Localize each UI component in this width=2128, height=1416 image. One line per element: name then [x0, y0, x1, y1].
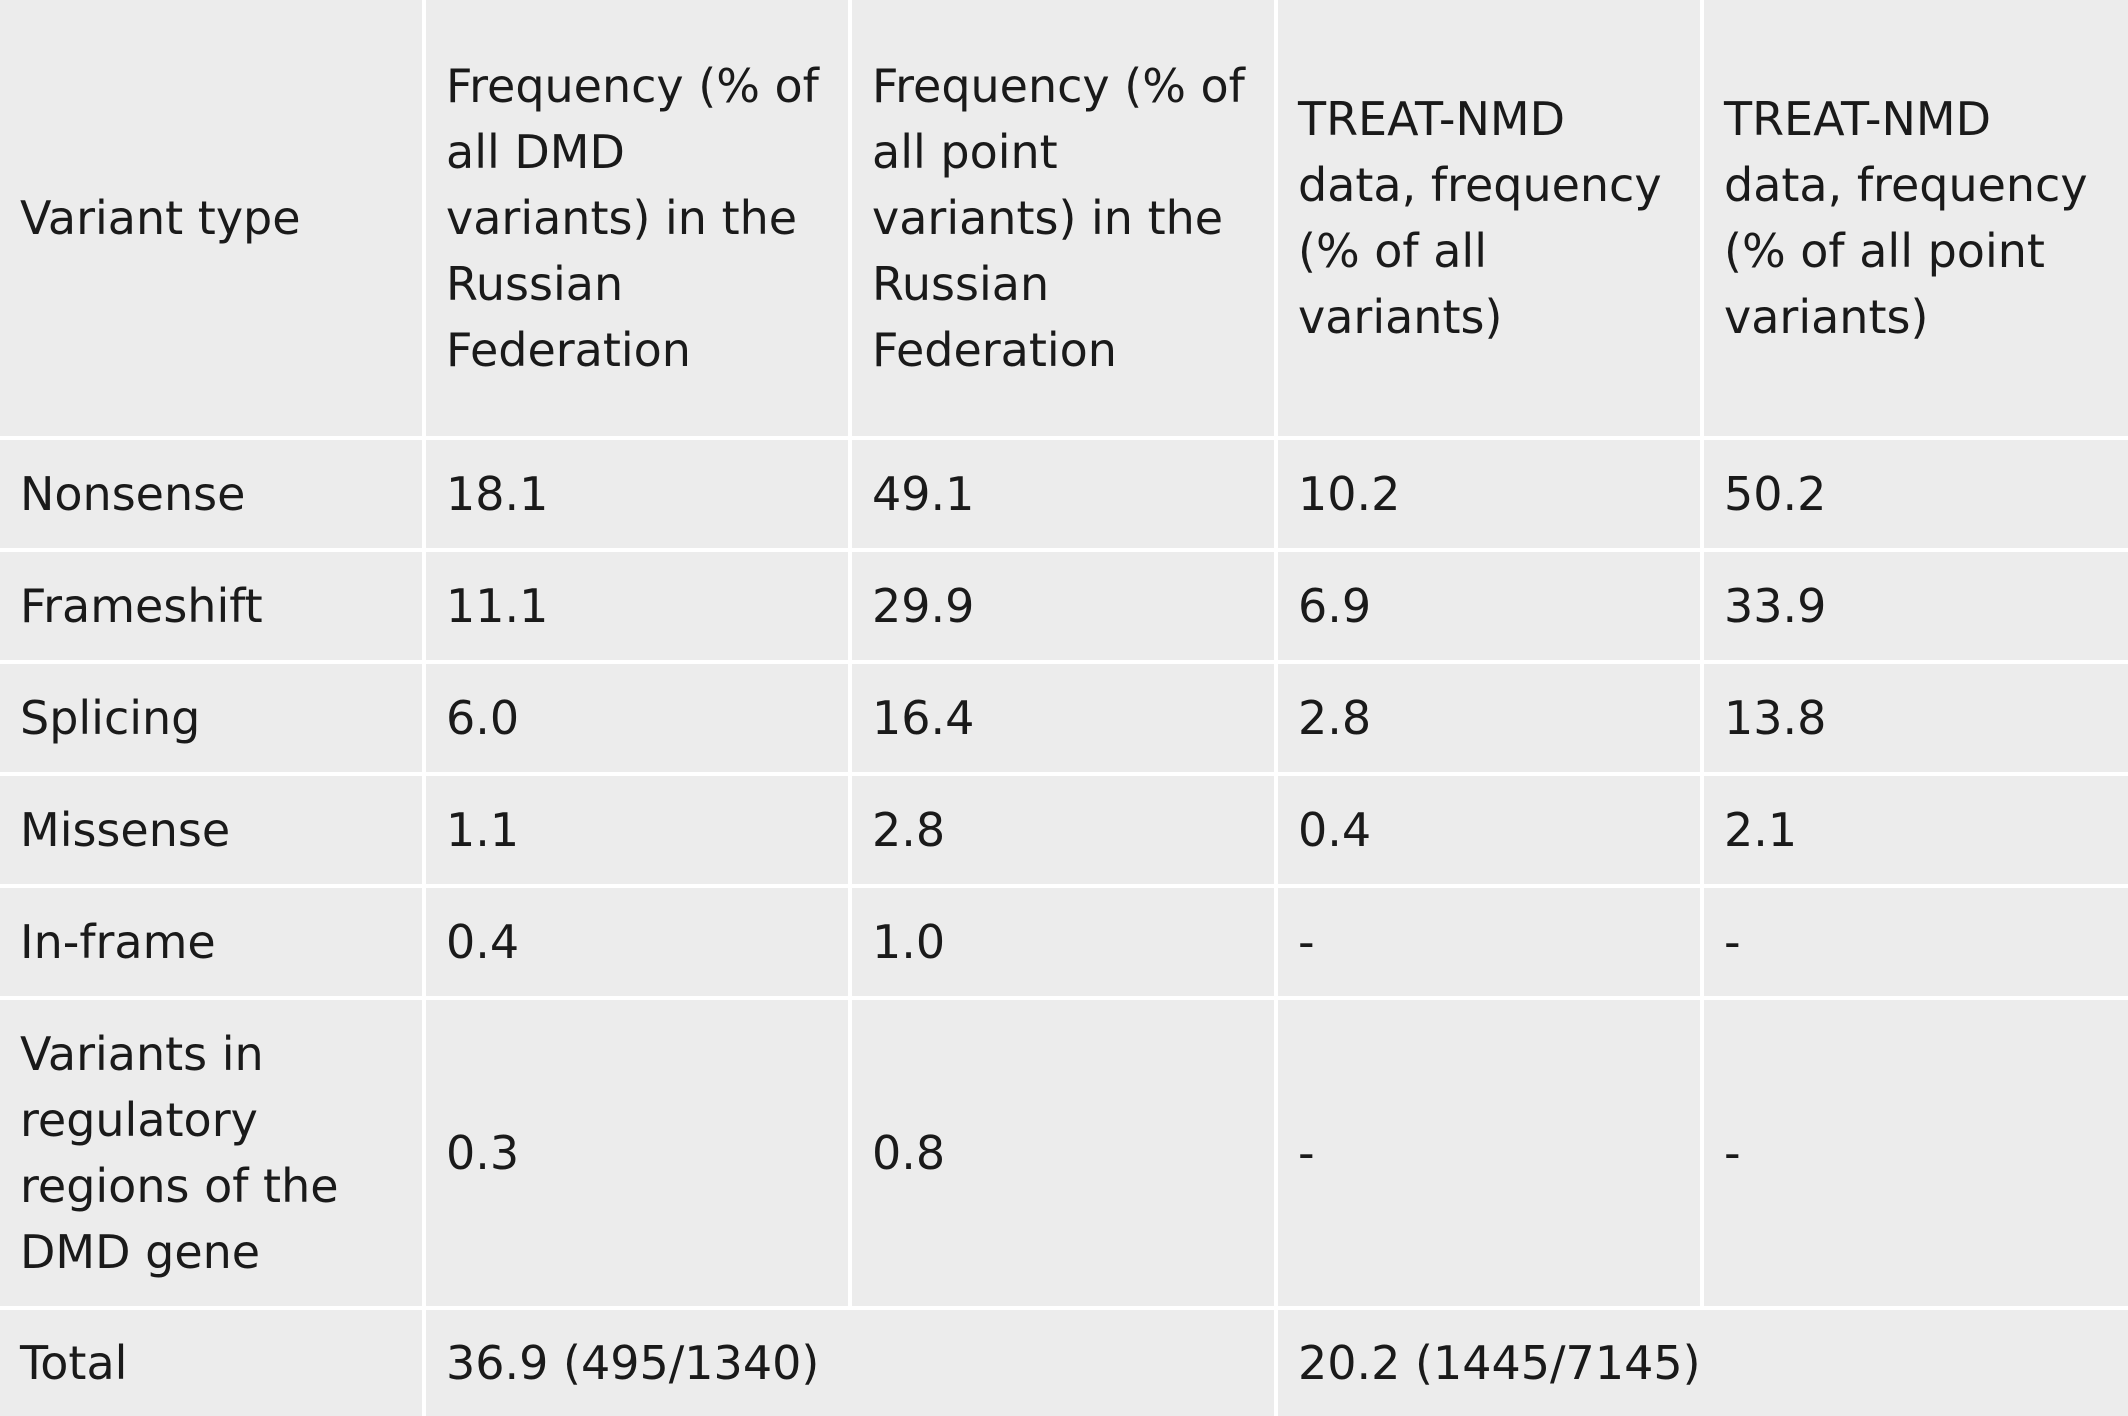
table-row: Splicing 6.0 16.4 2.8 13.8: [0, 660, 2128, 776]
cell-tn-point: 13.8: [1700, 660, 2128, 776]
header-variant-type: Variant type: [0, 0, 426, 440]
cell-variant-type: Variants in regulatory regions of the DM…: [0, 996, 426, 1310]
cell-total-treat-nmd: 20.2 (1445/7145): [1274, 1306, 2128, 1416]
cell-tn-point: 33.9: [1700, 548, 2128, 664]
cell-tn-point: -: [1700, 884, 2128, 1000]
cell-tn-point: -: [1700, 996, 2128, 1310]
header-row: Variant type Frequency (% of all DMD var…: [0, 0, 2128, 440]
cell-ru-point: 16.4: [848, 660, 1278, 776]
cell-ru-point: 29.9: [848, 548, 1278, 664]
cell-ru-all: 1.1: [422, 772, 852, 888]
cell-ru-point: 2.8: [848, 772, 1278, 888]
cell-tn-all: -: [1274, 996, 1704, 1310]
header-treat-nmd-point-variants: TREAT-NMD data, frequency (% of all poin…: [1700, 0, 2128, 440]
cell-tn-point: 50.2: [1700, 436, 2128, 552]
header-treat-nmd-all-variants: TREAT-NMD data, frequency (% of all vari…: [1274, 0, 1704, 440]
cell-ru-all: 18.1: [422, 436, 852, 552]
cell-ru-all: 11.1: [422, 548, 852, 664]
cell-ru-point: 0.8: [848, 996, 1278, 1310]
cell-ru-all: 0.3: [422, 996, 852, 1310]
cell-variant-type: Splicing: [0, 660, 426, 776]
cell-total-label: Total: [0, 1306, 426, 1416]
cell-ru-point: 1.0: [848, 884, 1278, 1000]
header-ru-point-variants: Frequency (% of all point variants) in t…: [848, 0, 1278, 440]
cell-ru-all: 6.0: [422, 660, 852, 776]
cell-variant-type: Frameshift: [0, 548, 426, 664]
cell-tn-point: 2.1: [1700, 772, 2128, 888]
cell-tn-all: 6.9: [1274, 548, 1704, 664]
cell-variant-type: Missense: [0, 772, 426, 888]
cell-ru-all: 0.4: [422, 884, 852, 1000]
table-row: Frameshift 11.1 29.9 6.9 33.9: [0, 548, 2128, 664]
header-ru-all-variants: Frequency (% of all DMD variants) in the…: [422, 0, 852, 440]
cell-variant-type: In-frame: [0, 884, 426, 1000]
total-row: Total 36.9 (495/1340) 20.2 (1445/7145): [0, 1306, 2128, 1416]
cell-tn-all: 10.2: [1274, 436, 1704, 552]
cell-tn-all: -: [1274, 884, 1704, 1000]
cell-variant-type: Nonsense: [0, 436, 426, 552]
cell-tn-all: 0.4: [1274, 772, 1704, 888]
cell-total-ru: 36.9 (495/1340): [422, 1306, 1278, 1416]
cell-ru-point: 49.1: [848, 436, 1278, 552]
table-row: Missense 1.1 2.8 0.4 2.1: [0, 772, 2128, 888]
table-row: Variants in regulatory regions of the DM…: [0, 996, 2128, 1310]
cell-tn-all: 2.8: [1274, 660, 1704, 776]
table-row: In-frame 0.4 1.0 - -: [0, 884, 2128, 1000]
table-row: Nonsense 18.1 49.1 10.2 50.2: [0, 436, 2128, 552]
